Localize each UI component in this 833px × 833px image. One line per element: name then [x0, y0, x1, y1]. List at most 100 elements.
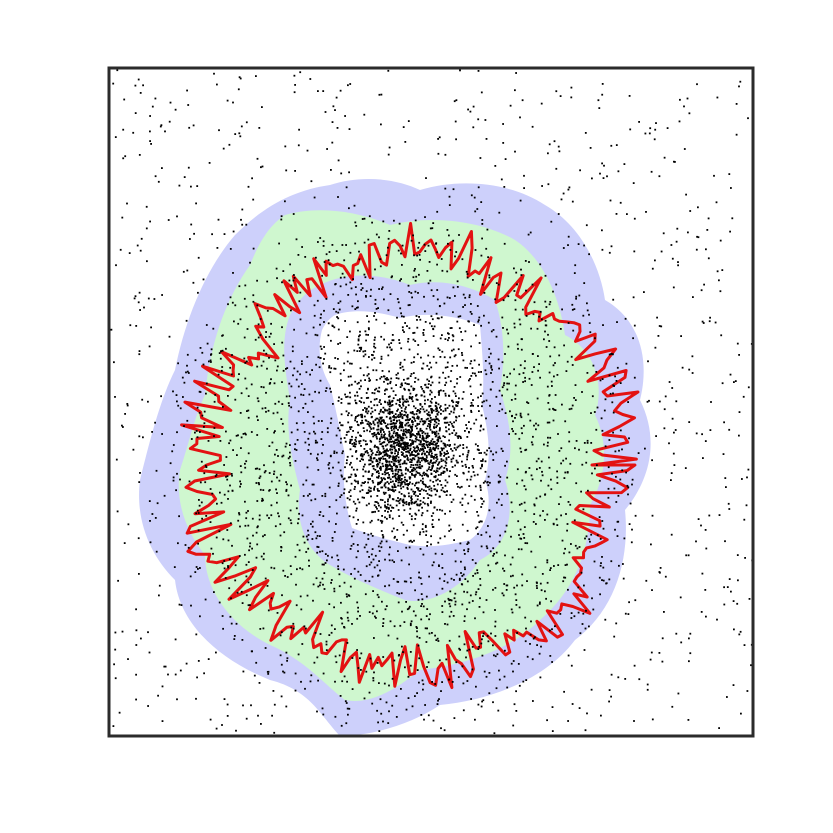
data-point: [410, 495, 413, 498]
data-point: [287, 494, 290, 497]
data-point: [427, 383, 430, 385]
data-point: [588, 322, 591, 324]
data-point: [444, 153, 447, 156]
data-point: [245, 223, 248, 226]
data-point: [290, 431, 293, 434]
data-point: [208, 360, 210, 363]
data-point: [502, 142, 505, 144]
data-point: [385, 605, 388, 607]
data-point: [421, 452, 424, 455]
data-point: [337, 565, 339, 568]
data-point: [702, 322, 705, 324]
data-point: [513, 586, 516, 589]
data-point: [744, 557, 746, 559]
data-point: [429, 421, 432, 423]
data-point: [117, 579, 119, 582]
data-point: [382, 656, 385, 658]
data-point: [522, 372, 525, 374]
data-point: [489, 570, 491, 573]
data-point: [601, 248, 604, 251]
data-point: [455, 138, 457, 141]
data-point: [295, 378, 298, 381]
data-point: [424, 250, 427, 252]
data-point: [370, 428, 373, 430]
data-point: [426, 503, 429, 505]
data-point: [408, 451, 411, 454]
data-point: [495, 551, 498, 554]
data-point: [262, 627, 265, 630]
data-point: [351, 623, 353, 625]
data-point: [428, 575, 430, 578]
data-point: [367, 373, 370, 375]
data-point: [411, 416, 414, 419]
data-point: [545, 306, 548, 308]
data-point: [503, 186, 506, 188]
data-point: [354, 399, 357, 402]
data-point: [377, 721, 379, 724]
data-point: [442, 459, 445, 462]
data-point: [196, 436, 199, 439]
data-point: [419, 474, 422, 476]
data-point: [254, 338, 257, 341]
data-point: [398, 476, 401, 479]
data-point: [398, 419, 401, 422]
data-point: [192, 124, 195, 127]
data-point: [301, 363, 303, 365]
data-point: [531, 478, 534, 481]
data-point: [553, 375, 555, 378]
data-point: [326, 427, 329, 430]
data-point: [577, 243, 580, 245]
data-point: [423, 443, 425, 445]
data-point: [422, 332, 425, 334]
data-point: [388, 456, 391, 459]
data-point: [383, 298, 385, 301]
data-point: [546, 561, 549, 564]
data-point: [470, 409, 472, 412]
data-point: [551, 628, 553, 631]
data-point: [518, 503, 521, 506]
data-point: [431, 418, 433, 421]
data-point: [385, 378, 388, 381]
data-point: [398, 499, 401, 502]
data-point: [444, 366, 447, 369]
data-point: [330, 339, 332, 342]
data-point: [585, 451, 588, 454]
data-point: [333, 590, 336, 593]
data-point: [310, 499, 313, 502]
data-point: [393, 430, 396, 433]
data-point: [444, 464, 447, 467]
data-point: [548, 303, 551, 306]
data-point: [355, 306, 358, 309]
data-point: [293, 277, 296, 279]
data-point: [343, 675, 346, 678]
data-point: [403, 358, 406, 361]
data-point: [675, 400, 678, 403]
data-point: [212, 327, 215, 330]
data-point: [328, 634, 331, 636]
data-point: [451, 365, 454, 367]
data-point: [290, 626, 293, 629]
data-point: [186, 364, 188, 367]
data-point: [414, 425, 417, 428]
data-point: [544, 319, 547, 322]
data-point: [346, 459, 348, 462]
data-point: [453, 579, 455, 581]
data-point: [465, 466, 467, 468]
data-point: [412, 464, 415, 467]
data-point: [447, 375, 450, 378]
data-point: [503, 583, 506, 585]
data-point: [347, 713, 349, 716]
data-point: [434, 435, 437, 438]
data-point: [539, 676, 542, 679]
data-point: [419, 434, 421, 437]
data-point: [610, 245, 613, 248]
data-point: [190, 438, 193, 440]
data-point: [422, 683, 425, 686]
data-point: [389, 436, 392, 439]
data-point: [198, 499, 200, 501]
data-point: [408, 327, 411, 330]
data-point: [533, 503, 536, 506]
data-point: [549, 355, 552, 358]
data-point: [510, 608, 513, 611]
data-point: [425, 437, 428, 440]
